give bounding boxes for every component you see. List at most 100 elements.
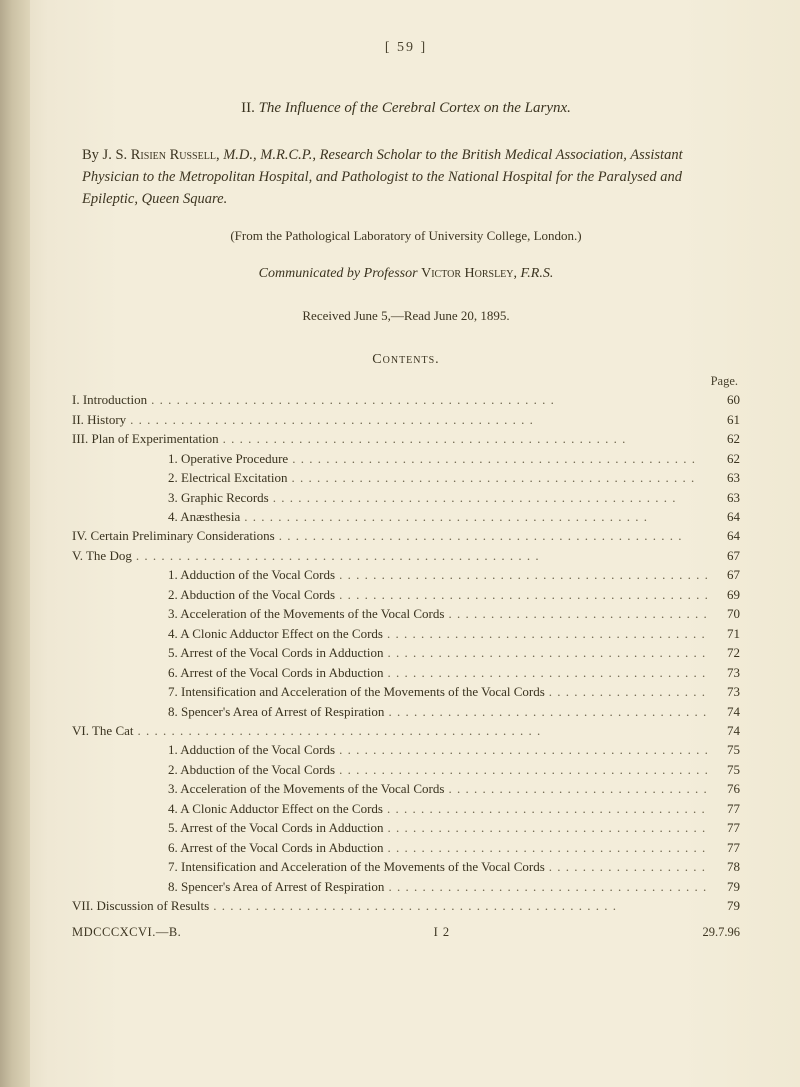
toc-label: 7. Intensification and Acceleration of t…: [168, 858, 545, 876]
toc-row: IV. Certain Preliminary Considerations64: [72, 527, 740, 545]
toc-label: 2. Abduction of the Vocal Cords: [168, 586, 335, 604]
toc-row: 7. Intensification and Acceleration of t…: [72, 683, 740, 701]
toc-leader: [387, 664, 710, 682]
toc-row: 3. Acceleration of the Movements of the …: [72, 605, 740, 623]
toc-page: 74: [714, 703, 740, 721]
toc-label: III. Plan of Experimentation: [72, 430, 219, 448]
toc-label: 6. Arrest of the Vocal Cords in Abductio…: [168, 839, 383, 857]
toc-label: I. Introduction: [72, 391, 147, 409]
toc-page: 73: [714, 664, 740, 682]
toc-page: 74: [714, 722, 740, 740]
footer-middle: I 2: [434, 925, 451, 940]
toc-page: 62: [714, 430, 740, 448]
author-name: J. S. Risien Russell,: [103, 147, 220, 163]
toc-leader: [244, 508, 710, 526]
toc-label: VI. The Cat: [72, 722, 134, 740]
communicated-line: Communicated by Professor Victor Horsley…: [72, 266, 740, 282]
toc-row: 6. Arrest of the Vocal Cords in Abductio…: [72, 664, 740, 682]
toc-label: 7. Intensification and Acceleration of t…: [168, 683, 545, 701]
toc-page: 67: [714, 547, 740, 565]
toc-row: 7. Intensification and Acceleration of t…: [72, 858, 740, 876]
toc-leader: [387, 800, 710, 818]
toc-leader: [151, 391, 710, 409]
toc-row: 6. Arrest of the Vocal Cords in Abductio…: [72, 839, 740, 857]
toc-page: 63: [714, 489, 740, 507]
toc-page: 79: [714, 897, 740, 915]
toc-leader: [387, 644, 710, 662]
toc-label: 1. Adduction of the Vocal Cords: [168, 741, 335, 759]
toc-leader: [273, 489, 710, 507]
communicated-name: Victor Horsley,: [421, 266, 517, 281]
toc-page: 61: [714, 411, 740, 429]
toc-leader: [292, 450, 710, 468]
toc-leader: [387, 839, 710, 857]
toc-label: 8. Spencer's Area of Arrest of Respirati…: [168, 878, 384, 896]
toc-row: 4. A Clonic Adductor Effect on the Cords…: [72, 625, 740, 643]
toc-row: VI. The Cat 74: [72, 722, 740, 740]
toc-page: 60: [714, 391, 740, 409]
toc-leader: [291, 469, 710, 487]
toc-label: 4. A Clonic Adductor Effect on the Cords: [168, 625, 383, 643]
title-text: The Influence of the Cerebral Cortex on …: [259, 100, 571, 116]
toc-page: 64: [714, 508, 740, 526]
toc-row: 1. Adduction of the Vocal Cords75: [72, 741, 740, 759]
toc-page: 78: [714, 858, 740, 876]
toc-page: 79: [714, 878, 740, 896]
toc-page: 76: [714, 780, 740, 798]
toc-label: VII. Discussion of Results: [72, 897, 209, 915]
toc-leader: [448, 780, 710, 798]
toc-page: 73: [714, 683, 740, 701]
toc-row: 2. Electrical Excitation63: [72, 469, 740, 487]
toc-row: 3. Acceleration of the Movements of the …: [72, 780, 740, 798]
lab-note: (From the Pathological Laboratory of Uni…: [72, 228, 740, 244]
toc-leader: [388, 703, 710, 721]
toc-row: VII. Discussion of Results 79: [72, 897, 740, 915]
communicated-prefix: Communicated by Professor: [259, 266, 418, 281]
toc-row: 3. Graphic Records 63: [72, 489, 740, 507]
toc-leader: [213, 897, 710, 915]
toc-page: 67: [714, 566, 740, 584]
toc-leader: [138, 722, 711, 740]
toc-row: 8. Spencer's Area of Arrest of Respirati…: [72, 703, 740, 721]
toc-label: V. The Dog: [72, 547, 132, 565]
toc-row: 5. Arrest of the Vocal Cords in Adductio…: [72, 644, 740, 662]
toc-leader: [279, 527, 710, 545]
toc-label: 5. Arrest of the Vocal Cords in Adductio…: [168, 644, 383, 662]
title-roman: II.: [241, 100, 255, 116]
toc-label: 3. Graphic Records: [168, 489, 269, 507]
toc-page: 71: [714, 625, 740, 643]
toc-leader: [339, 761, 710, 779]
toc-label: 2. Abduction of the Vocal Cords: [168, 761, 335, 779]
toc-leader: [130, 411, 710, 429]
toc-row: I. Introduction 60: [72, 391, 740, 409]
page-column-label: Page.: [72, 374, 740, 389]
toc-leader: [223, 430, 710, 448]
toc-label: IV. Certain Preliminary Considerations: [72, 527, 275, 545]
toc-row: 4. A Clonic Adductor Effect on the Cords…: [72, 800, 740, 818]
footer-right: 29.7.96: [703, 925, 741, 940]
toc-leader: [339, 741, 710, 759]
page-number-top: [ 59 ]: [72, 40, 740, 56]
toc-label: 3. Acceleration of the Movements of the …: [168, 780, 444, 798]
toc-leader: [136, 547, 710, 565]
toc-leader: [388, 878, 710, 896]
toc-leader: [387, 625, 710, 643]
page-spine-shadow: [0, 0, 30, 1087]
toc-row: 2. Abduction of the Vocal Cords69: [72, 586, 740, 604]
contents-heading: Contents.: [72, 352, 740, 368]
toc-row: II. History61: [72, 411, 740, 429]
toc-row: V. The Dog 67: [72, 547, 740, 565]
toc-row: 8. Spencer's Area of Arrest of Respirati…: [72, 878, 740, 896]
toc-label: 6. Arrest of the Vocal Cords in Abductio…: [168, 664, 383, 682]
toc-leader: [387, 819, 710, 837]
toc-leader: [549, 683, 710, 701]
toc-page: 70: [714, 605, 740, 623]
toc-row: 2. Abduction of the Vocal Cords75: [72, 761, 740, 779]
toc-row: 1. Adduction of the Vocal Cords67: [72, 566, 740, 584]
toc-page: 77: [714, 839, 740, 857]
toc-page: 62: [714, 450, 740, 468]
toc-label: 1. Operative Procedure: [168, 450, 288, 468]
toc-leader: [339, 586, 710, 604]
toc-row: III. Plan of Experimentation 62: [72, 430, 740, 448]
toc-page: 72: [714, 644, 740, 662]
